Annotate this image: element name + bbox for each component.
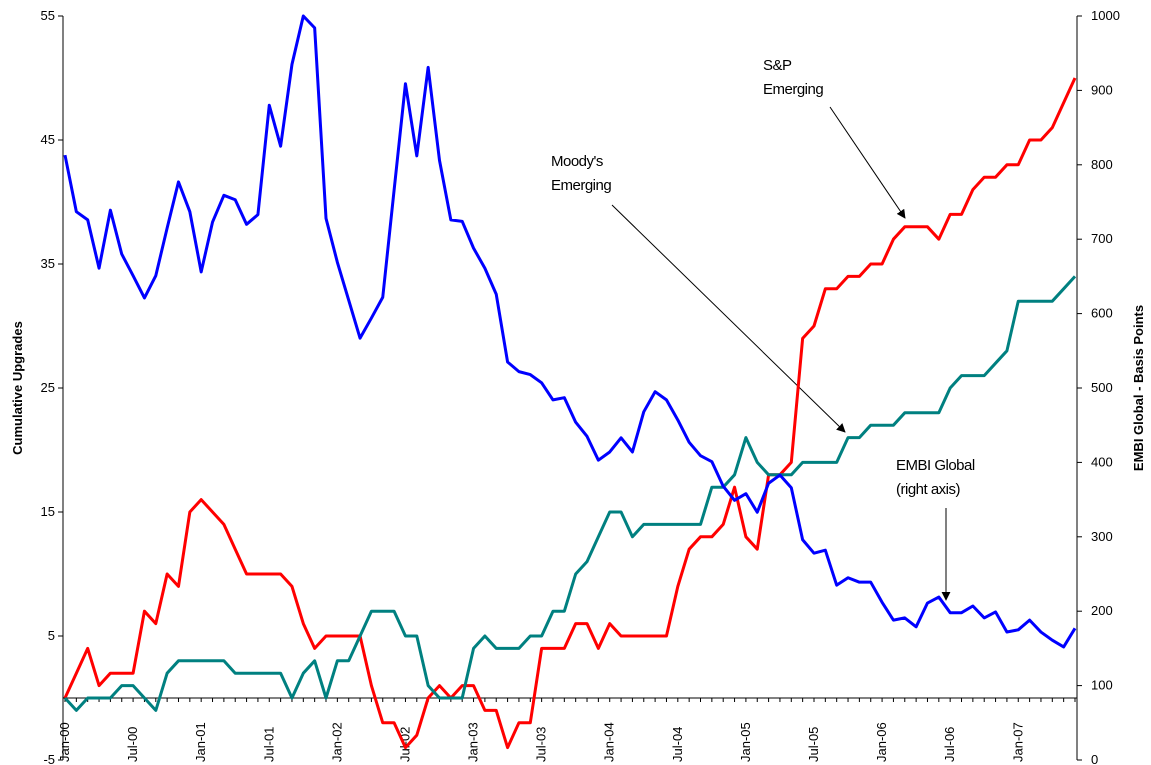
x-tick-label: Jan-07 (1010, 722, 1025, 762)
y-tick-label: 25 (41, 380, 55, 395)
x-tick-label: Jan-02 (329, 722, 344, 762)
x-tick-label: Jul-03 (534, 727, 549, 762)
y-axis-label: Cumulative Upgrades (10, 321, 25, 455)
y2-tick-label: 800 (1091, 157, 1113, 172)
y2-tick-label: 500 (1091, 380, 1113, 395)
y-tick-label: -5 (43, 752, 55, 765)
y2-tick-label: 300 (1091, 529, 1113, 544)
x-tick-label: Jul-04 (670, 727, 685, 762)
annotation-arrow (611, 204, 846, 433)
annotation: Moody's (551, 153, 603, 170)
annotation: Emerging (551, 177, 611, 194)
series-line (63, 77, 1077, 750)
annotation: EMBI Global (896, 457, 975, 474)
annotation: (right axis) (896, 481, 961, 498)
x-tick-label: Jan-00 (57, 722, 72, 762)
x-tick-label: Jan-04 (602, 722, 617, 762)
y2-tick-label: 600 (1091, 306, 1113, 321)
annotation-arrow (829, 106, 906, 219)
y2-axis-label: EMBI Global - Basis Points (1131, 305, 1146, 471)
y2-tick-label: 400 (1091, 454, 1113, 469)
x-tick-label: Jan-06 (874, 722, 889, 762)
y2-tick-label: 900 (1091, 82, 1113, 97)
x-tick-label: Jul-00 (125, 727, 140, 762)
x-tick-label: Jan-01 (193, 722, 208, 762)
y-tick-label: 35 (41, 256, 55, 271)
x-tick-label: Jul-01 (261, 727, 276, 762)
y-tick-label: 45 (41, 132, 55, 147)
x-tick-label: Jan-05 (738, 722, 753, 762)
y-tick-label: 5 (48, 628, 55, 643)
annotation: Emerging (763, 81, 823, 98)
y2-tick-label: 0 (1091, 752, 1098, 765)
annotation: S&P (763, 57, 792, 74)
y2-tick-label: 700 (1091, 231, 1113, 246)
y-tick-label: 15 (41, 504, 55, 519)
x-tick-label: Jul-06 (942, 727, 957, 762)
y2-tick-label: 100 (1091, 678, 1113, 693)
y2-tick-label: 200 (1091, 603, 1113, 618)
series-line (63, 14, 1077, 649)
y2-tick-label: 1000 (1091, 8, 1120, 23)
x-tick-label: Jan-03 (466, 722, 481, 762)
y-tick-label: 55 (41, 8, 55, 23)
x-tick-label: Jul-05 (806, 727, 821, 762)
series-line (63, 275, 1077, 712)
